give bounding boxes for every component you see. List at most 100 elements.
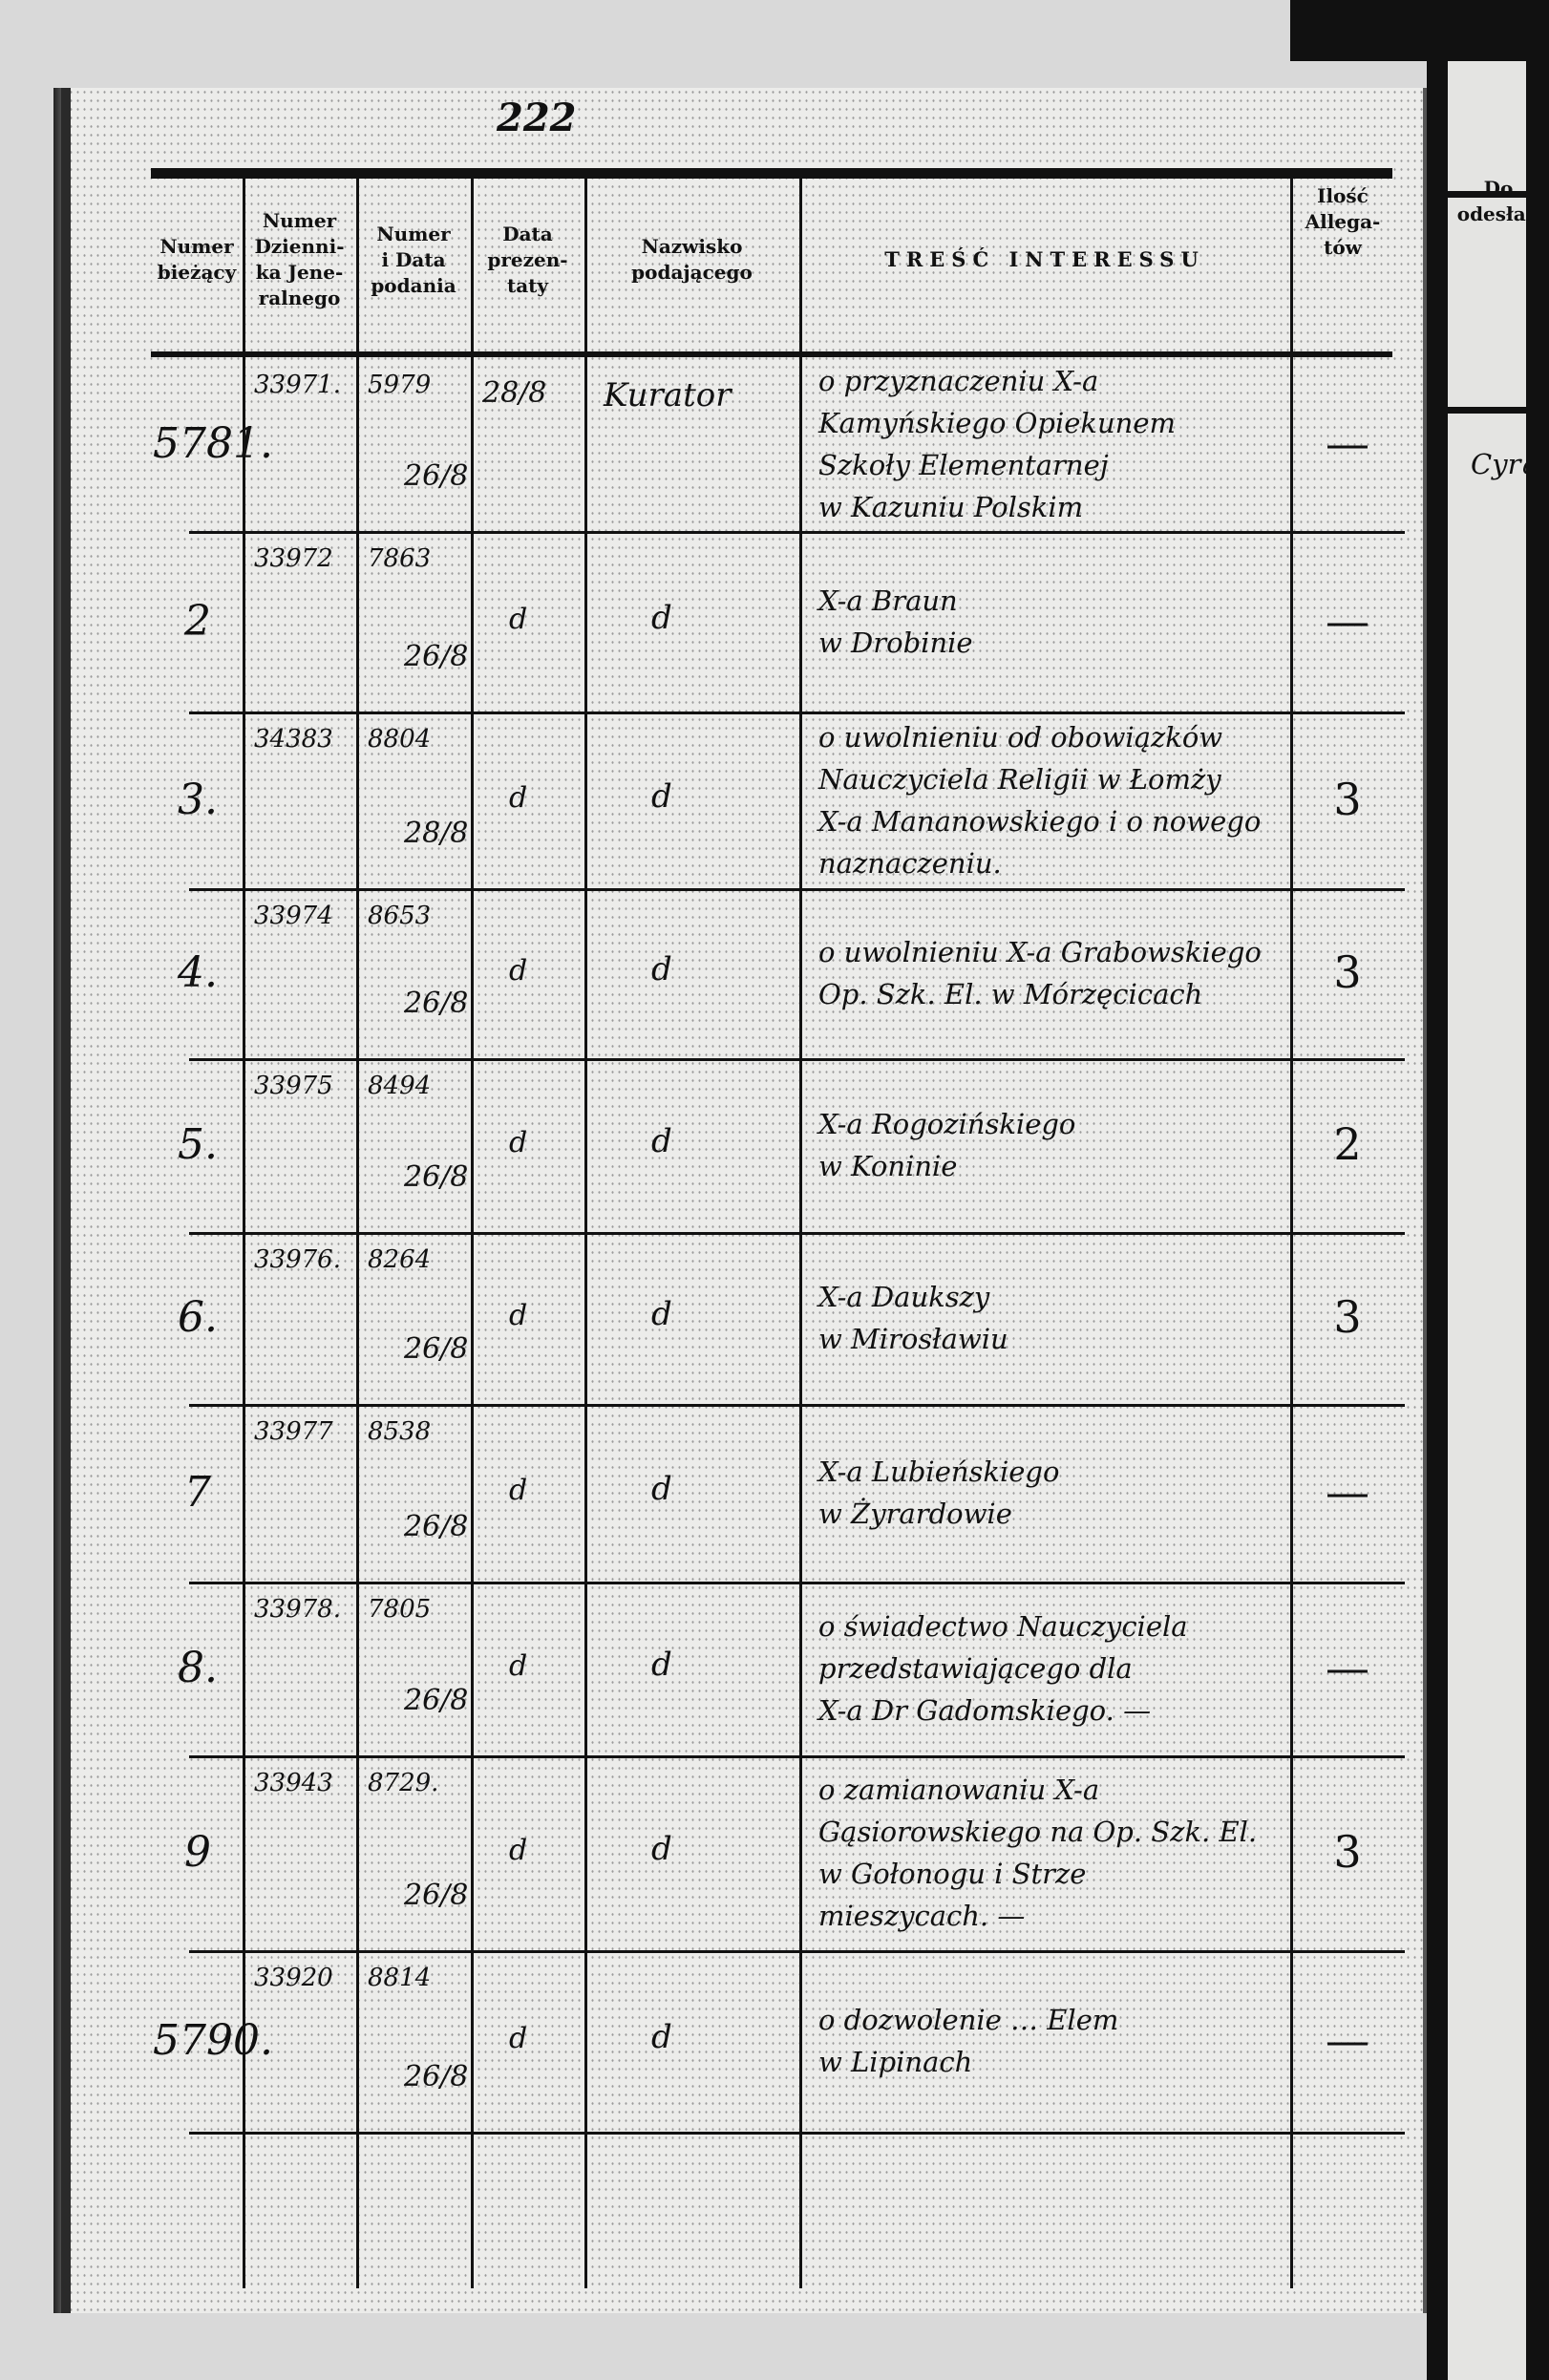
row-divider <box>189 888 1405 891</box>
content-line: naznaczeniu. <box>818 846 1002 880</box>
submission-date: 26/8 <box>404 2060 469 2093</box>
row-number: 8. <box>178 1644 218 1692</box>
content-line: przedstawiającego dla <box>818 1652 1133 1685</box>
header-line: i Data <box>381 247 446 271</box>
presented-date: d <box>509 1649 528 1683</box>
content-line: Szkoły Elementarnej <box>818 449 1109 481</box>
attachments-count: — <box>1326 1642 1369 1693</box>
scan-border <box>1526 0 1549 2380</box>
content-text: o świadectwo Nauczyciela przedstawiająceg… <box>818 1605 1286 1732</box>
header-line: Numer <box>159 235 234 258</box>
submission-date: 26/8 <box>404 459 469 493</box>
row-divider <box>189 1404 1405 1407</box>
row-divider <box>189 1232 1405 1235</box>
attachments-count: 3 <box>1333 946 1362 998</box>
content-line: mieszycach. — <box>818 1900 1026 1932</box>
content-text: X-a Lubieńskiego w Żyrardowie <box>818 1451 1286 1535</box>
content-line: o świadectwo Nauczyciela <box>818 1610 1188 1643</box>
row-number: 5781. <box>153 419 273 468</box>
submission-number: 8814 <box>368 1964 432 1992</box>
header-line: podającego <box>631 261 753 284</box>
content-line: o zamianowaniu X-a <box>818 1774 1100 1806</box>
submission-number: 7863 <box>368 544 432 573</box>
submission-number: 8804 <box>368 725 432 754</box>
next-page-entry: Cyrqu <box>1471 448 1534 480</box>
presented-date: d <box>509 1834 528 1867</box>
content-line: w Lipinach <box>818 2046 973 2078</box>
submission-number: 8653 <box>368 902 432 930</box>
submission-number: 8264 <box>368 1245 432 1274</box>
content-line: w Gołonogu i Strze <box>818 1858 1087 1890</box>
submission-number: 8538 <box>368 1417 432 1446</box>
submission-date: 26/8 <box>404 987 469 1020</box>
journal-number: 33943 <box>254 1769 333 1797</box>
content-text: o uwolnieniu X-a Grabowskiego Op. Szk. El… <box>818 931 1286 1015</box>
journal-number: 34383 <box>254 725 333 754</box>
submitter-name: d <box>651 1470 672 1508</box>
submitter-name: d <box>651 1122 672 1160</box>
content-line: X-a Braun <box>818 584 958 617</box>
presented-date: d <box>509 1299 528 1332</box>
register-page <box>61 88 1427 2313</box>
header-top-rule <box>151 168 1392 179</box>
submitter-name: d <box>651 1830 672 1868</box>
submission-number: 8494 <box>368 1072 432 1100</box>
attachments-count: — <box>1326 417 1369 469</box>
row-number: 5790. <box>153 2016 273 2065</box>
next-page-fragment: Do odesłan Cyrqu <box>1448 61 1534 2380</box>
attachments-count: — <box>1326 2014 1369 2066</box>
attachments-count: — <box>1326 1466 1369 1518</box>
next-page-header: Do odesłan <box>1455 176 1534 227</box>
header-line: Numer <box>376 222 451 245</box>
submitter-name: d <box>651 950 672 988</box>
row-divider <box>189 1582 1405 1584</box>
header-line: ralnego <box>258 287 341 309</box>
content-line: w Mirosławiu <box>818 1323 1008 1355</box>
content-line: w Drobinie <box>818 626 973 659</box>
submission-date: 26/8 <box>404 1510 469 1543</box>
content-line: w Żyrardowie <box>818 1498 1012 1530</box>
header-line: Data <box>502 222 553 245</box>
presented-date: d <box>509 1126 528 1159</box>
header-line: prezen- <box>487 247 568 271</box>
content-text: X-a Rogozińskiego w Koninie <box>818 1103 1286 1187</box>
header-line: taty <box>506 273 549 297</box>
presented-date: d <box>509 602 528 636</box>
submission-date: 26/8 <box>404 640 469 673</box>
content-line: o uwolnieniu X-a Grabowskiego <box>818 936 1262 968</box>
header-bottom-rule <box>151 351 1392 357</box>
book-spine <box>1427 61 1448 2380</box>
header-line: Ilość <box>1317 184 1369 207</box>
journal-number: 33977 <box>254 1417 333 1446</box>
journal-number: 33972 <box>254 544 333 573</box>
submission-date: 26/8 <box>404 1684 469 1717</box>
header-content: TREŚĆ INTERESSU <box>884 247 1205 271</box>
submitter-name: d <box>651 776 672 816</box>
journal-number: 33971. <box>254 371 341 399</box>
content-line: Gąsiorowskiego na Op. Szk. El. <box>818 1816 1258 1848</box>
journal-number: 33978. <box>254 1595 341 1624</box>
row-number: 7 <box>184 1468 211 1517</box>
content-text: o zamianowaniu X-a Gąsiorowskiego na Op. … <box>818 1769 1286 1937</box>
header-journal-no: Numer Dzienni-ka Jene-ralnego <box>243 208 356 311</box>
submission-date: 26/8 <box>404 1332 469 1366</box>
submitter-name: d <box>651 1646 672 1684</box>
journal-number: 33975 <box>254 1072 333 1100</box>
content-line: Kamyńskiego Opiekunem <box>818 407 1177 439</box>
content-line: X-a Dr Gadomskiego. — <box>818 1694 1152 1727</box>
header-line: odesłan <box>1456 202 1534 225</box>
content-line: X-a Lubieńskiego <box>818 1456 1060 1488</box>
presented-date: d <box>509 1474 528 1507</box>
header-line: tów <box>1324 236 1362 259</box>
content-line: o uwolnieniu od obowiązków <box>818 720 1223 754</box>
header-line: Allega- <box>1305 210 1381 233</box>
row-divider <box>189 712 1405 714</box>
row-divider <box>189 1950 1405 1953</box>
submission-number: 8729. <box>368 1769 439 1797</box>
presented-date: d <box>509 2022 528 2055</box>
content-text: o dozwolenie … Elem w Lipinach <box>818 1999 1286 2083</box>
content-line: w Koninie <box>818 1150 958 1182</box>
submission-date: 26/8 <box>404 1879 469 1912</box>
row-divider <box>189 531 1405 534</box>
content-line: o przyznaczeniu X-a <box>818 365 1099 397</box>
